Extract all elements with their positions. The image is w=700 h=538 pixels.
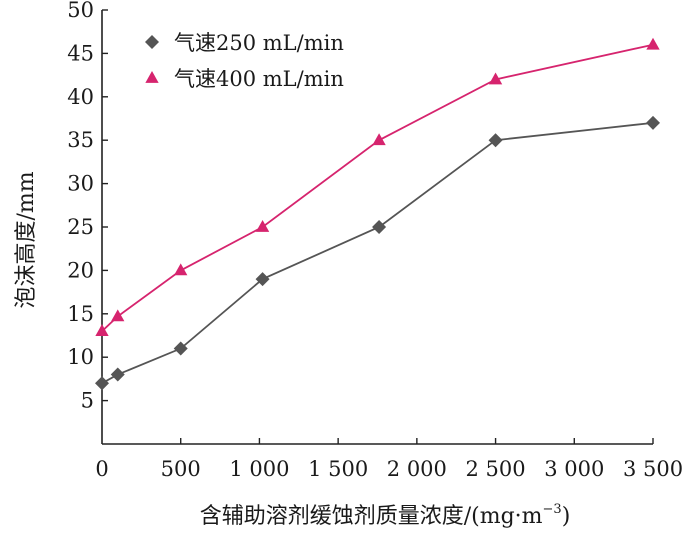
y-tick-label: 20 — [67, 258, 94, 282]
data-point — [174, 263, 188, 276]
x-tick-label: 1 500 — [308, 457, 368, 481]
series-gas-250 — [95, 115, 660, 391]
x-axis-title-superscript: −3 — [543, 502, 562, 517]
y-tick-label: 25 — [67, 215, 94, 239]
x-tick-label: 0 — [95, 457, 108, 481]
legend-marker — [145, 35, 159, 49]
x-axis-ticks: 0 500 1 000 1 500 2 000 2 500 3 000 3 500 — [95, 438, 683, 481]
y-tick-label: 5 — [81, 389, 94, 413]
x-tick-label: 2 000 — [387, 457, 447, 481]
data-point — [372, 220, 387, 234]
x-axis-title: 含辅助溶剂缓蚀剂质量浓度/(mg·m−3) — [200, 502, 571, 529]
x-axis-title-close: ) — [562, 504, 571, 529]
data-point — [110, 367, 125, 382]
series-layer — [95, 37, 660, 391]
data-point — [95, 324, 109, 337]
data-point — [488, 72, 503, 85]
data-point — [255, 220, 270, 232]
data-point — [372, 133, 386, 146]
data-point — [646, 115, 660, 130]
legend-item: 气速250 mL/min — [145, 31, 344, 55]
series-line — [101, 121, 654, 385]
y-axis-title: 泡沫高度/mm — [14, 171, 39, 308]
y-tick-label: 15 — [67, 302, 94, 326]
y-axis-ticks: 5 10 15 20 25 30 35 40 45 50 — [67, 0, 108, 413]
x-tick-label: 3 500 — [623, 457, 683, 481]
x-tick-label: 1 000 — [229, 457, 289, 481]
legend-marker — [145, 71, 159, 83]
y-tick-label: 10 — [67, 345, 94, 369]
data-point — [173, 341, 188, 356]
x-tick-label: 3 000 — [544, 457, 604, 481]
data-point — [255, 272, 270, 287]
legend-label: 气速250 mL/min — [174, 31, 344, 55]
y-tick-label: 45 — [67, 41, 94, 65]
legend: 气速250 mL/min 气速400 mL/min — [145, 31, 344, 91]
data-point — [488, 133, 503, 148]
x-tick-label: 2 500 — [466, 457, 526, 481]
legend-item: 气速400 mL/min — [145, 67, 344, 91]
x-tick-label: 500 — [161, 457, 201, 481]
x-axis-title-main: 含辅助溶剂缓蚀剂质量浓度/(mg·m — [200, 504, 543, 529]
series-gas-400 — [95, 37, 660, 337]
y-tick-label: 30 — [67, 172, 94, 196]
data-point — [95, 376, 109, 391]
data-point — [646, 37, 660, 50]
y-tick-label: 35 — [67, 128, 94, 152]
data-point — [111, 309, 125, 322]
y-tick-label: 50 — [67, 0, 94, 22]
legend-label: 气速400 mL/min — [174, 67, 344, 91]
y-tick-label: 40 — [67, 85, 94, 109]
